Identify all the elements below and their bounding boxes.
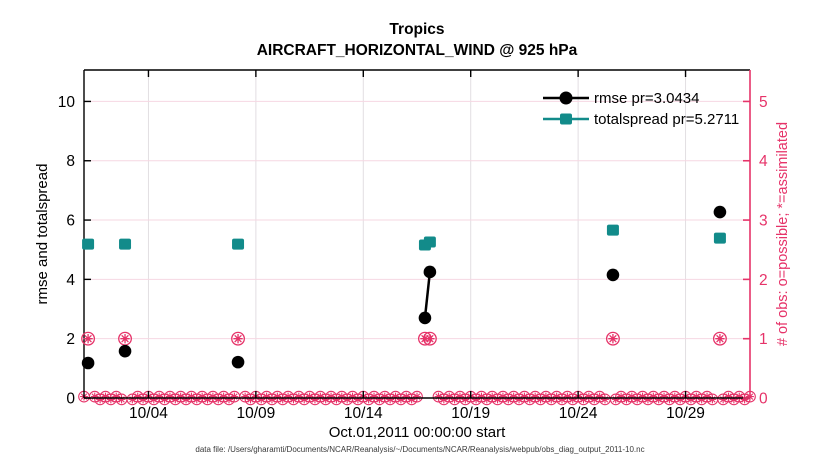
left-tick-label: 6	[66, 213, 75, 230]
left-tick-label: 2	[66, 331, 75, 348]
caption: data file: /Users/gharamti/Documents/NCA…	[195, 445, 644, 454]
right-tick-label: 3	[759, 213, 768, 230]
obs-marker-icon	[115, 393, 128, 406]
axes-frame	[83, 69, 751, 399]
left-tick-label: 8	[66, 153, 75, 170]
left-tick-label: 10	[58, 94, 76, 111]
right-tick-label: 4	[759, 153, 768, 170]
left-tick-label: 4	[66, 272, 75, 289]
obs-marker-icon	[706, 393, 719, 406]
x-tick-label: 10/19	[451, 405, 490, 422]
obs-marker-icon	[231, 331, 245, 346]
rmse-point	[118, 344, 132, 358]
totalspread-series	[82, 224, 726, 251]
totalspread-point	[423, 236, 436, 248]
rmse-point	[418, 311, 432, 325]
rmse-point	[713, 205, 727, 219]
tick-labels: 0 2 4 6 8 10 0 1 2 3 4 5 10/04 10/09 10/14 10/19 10/24 10…	[58, 94, 768, 422]
rmse-series	[81, 205, 727, 370]
totalspread-point	[606, 224, 619, 236]
legend-label-totalspread: totalspread pr=5.2711	[594, 111, 739, 128]
x-tick-label: 10/24	[559, 405, 598, 422]
rmse-point	[423, 265, 437, 279]
left-tick-label: 0	[66, 391, 75, 408]
totalspread-point	[82, 238, 95, 250]
obs-marker-icon	[228, 390, 241, 403]
plot-subtitle: AIRCRAFT_HORIZONTAL_WIND @ 925 hPa	[257, 42, 578, 59]
totalspread-point	[713, 232, 726, 244]
x-axis-label: Oct.01,2011 00:00:00 start	[329, 424, 506, 441]
gridlines	[84, 70, 750, 398]
plot-title: Tropics	[389, 21, 444, 38]
x-tick-label: 10/04	[129, 405, 168, 422]
obs-marker-icon	[599, 393, 611, 406]
obs-zero-row	[78, 390, 756, 406]
legend-item-totalspread: totalspread pr=5.2711	[543, 111, 739, 128]
obs-marker-icon	[605, 331, 620, 346]
totalspread-point	[119, 238, 132, 250]
rmse-point	[231, 355, 245, 369]
rmse-point	[606, 268, 620, 282]
obs-marker-icon	[422, 331, 437, 346]
right-tick-label: 0	[759, 391, 768, 408]
obs-marker-icon	[118, 331, 132, 346]
rmse-point	[81, 356, 95, 370]
x-tick-label: 10/29	[666, 405, 705, 422]
right-tick-label: 2	[759, 272, 768, 289]
legend-item-rmse: rmse pr=3.0434	[543, 90, 699, 107]
totalspread-point	[232, 238, 245, 250]
obs-marker-icon	[712, 331, 727, 346]
rmse-marker-swatch	[559, 91, 573, 105]
y-axis-label-left: rmse and totalspread	[34, 164, 51, 305]
legend: rmse pr=3.0434 totalspread pr=5.2711	[543, 90, 739, 128]
right-tick-label: 1	[759, 331, 768, 348]
obs-marker-icon	[81, 331, 96, 346]
right-tick-label: 5	[759, 94, 768, 111]
series-segment	[423, 271, 432, 319]
y-axis-label-right: # of obs: o=possible; *=assimilated	[775, 122, 791, 346]
totalspread-marker-swatch	[560, 113, 572, 125]
obs-marker-icon	[411, 390, 423, 403]
x-tick-label: 10/14	[344, 405, 383, 422]
x-tick-label: 10/09	[236, 405, 275, 422]
legend-label-rmse: rmse pr=3.0434	[594, 90, 699, 107]
